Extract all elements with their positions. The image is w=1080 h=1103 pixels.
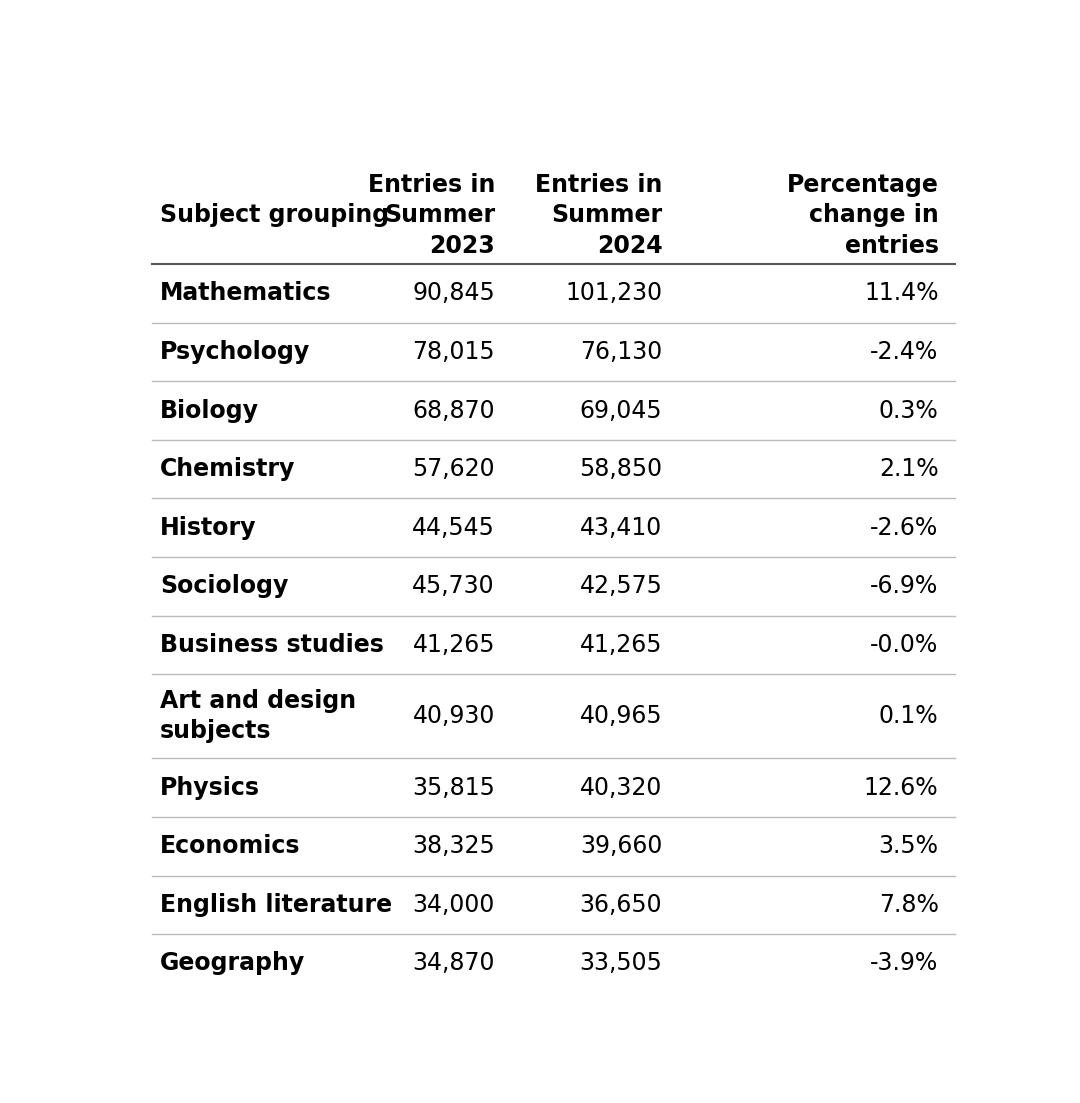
Text: English literature: English literature xyxy=(160,892,392,917)
Text: 36,650: 36,650 xyxy=(580,892,662,917)
Text: -2.4%: -2.4% xyxy=(870,340,939,364)
Text: 2.1%: 2.1% xyxy=(879,457,939,481)
Text: Entries in
Summer
2024: Entries in Summer 2024 xyxy=(535,172,662,258)
Text: Art and design
subjects: Art and design subjects xyxy=(160,689,356,743)
Text: Chemistry: Chemistry xyxy=(160,457,296,481)
Text: Percentage
change in
entries: Percentage change in entries xyxy=(786,172,939,258)
Text: 58,850: 58,850 xyxy=(579,457,662,481)
Text: History: History xyxy=(160,516,257,539)
Text: 45,730: 45,730 xyxy=(413,575,495,598)
Text: -0.0%: -0.0% xyxy=(870,633,939,657)
Text: 12.6%: 12.6% xyxy=(864,775,939,800)
Text: -2.6%: -2.6% xyxy=(870,516,939,539)
Text: Physics: Physics xyxy=(160,775,260,800)
Text: 38,325: 38,325 xyxy=(413,834,495,858)
Text: 90,845: 90,845 xyxy=(413,281,495,306)
Text: -3.9%: -3.9% xyxy=(870,952,939,975)
Text: 34,000: 34,000 xyxy=(413,892,495,917)
Text: 0.3%: 0.3% xyxy=(879,398,939,422)
Text: Business studies: Business studies xyxy=(160,633,384,657)
Text: 68,870: 68,870 xyxy=(413,398,495,422)
Text: 76,130: 76,130 xyxy=(580,340,662,364)
Text: Economics: Economics xyxy=(160,834,300,858)
Text: 69,045: 69,045 xyxy=(580,398,662,422)
Text: Biology: Biology xyxy=(160,398,259,422)
Text: 44,545: 44,545 xyxy=(413,516,495,539)
Text: -6.9%: -6.9% xyxy=(870,575,939,598)
Text: Entries in
Summer
2023: Entries in Summer 2023 xyxy=(367,172,495,258)
Text: 39,660: 39,660 xyxy=(580,834,662,858)
Text: 42,575: 42,575 xyxy=(580,575,662,598)
Text: 11.4%: 11.4% xyxy=(864,281,939,306)
Text: 57,620: 57,620 xyxy=(413,457,495,481)
Text: 33,505: 33,505 xyxy=(580,952,662,975)
Text: 101,230: 101,230 xyxy=(565,281,662,306)
Text: 34,870: 34,870 xyxy=(413,952,495,975)
Text: Psychology: Psychology xyxy=(160,340,310,364)
Text: Subject grouping: Subject grouping xyxy=(160,203,389,227)
Text: 41,265: 41,265 xyxy=(580,633,662,657)
Text: 35,815: 35,815 xyxy=(413,775,495,800)
Text: Sociology: Sociology xyxy=(160,575,288,598)
Text: 78,015: 78,015 xyxy=(413,340,495,364)
Text: 43,410: 43,410 xyxy=(580,516,662,539)
Text: 0.1%: 0.1% xyxy=(879,704,939,728)
Text: 40,320: 40,320 xyxy=(580,775,662,800)
Text: 40,965: 40,965 xyxy=(580,704,662,728)
Text: Geography: Geography xyxy=(160,952,306,975)
Text: 41,265: 41,265 xyxy=(413,633,495,657)
Text: 7.8%: 7.8% xyxy=(879,892,939,917)
Text: Mathematics: Mathematics xyxy=(160,281,332,306)
Text: 40,930: 40,930 xyxy=(413,704,495,728)
Text: 3.5%: 3.5% xyxy=(878,834,939,858)
